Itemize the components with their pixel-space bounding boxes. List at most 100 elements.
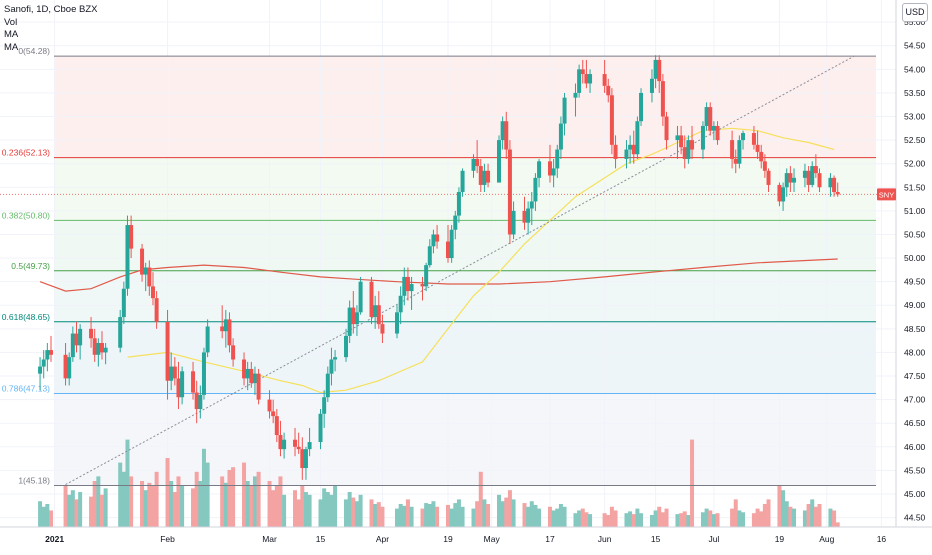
legend-ma-2: MA xyxy=(4,41,19,53)
currency-button[interactable]: USD xyxy=(902,3,928,22)
candle-body xyxy=(344,335,349,358)
candle-body xyxy=(99,342,104,353)
candle-body xyxy=(165,321,170,381)
fib-level-label: 1(45.18) xyxy=(18,475,50,485)
candle-body xyxy=(708,107,713,131)
candle-body xyxy=(96,342,101,355)
volume-bar xyxy=(686,515,691,527)
volume-bar xyxy=(143,490,148,527)
candle-body xyxy=(63,354,68,379)
candle-body xyxy=(733,158,738,164)
candle-body xyxy=(398,295,403,313)
candle-body xyxy=(675,135,680,141)
volume-bar xyxy=(580,508,585,527)
volume-bar xyxy=(788,506,793,527)
candle-body xyxy=(613,144,618,159)
legend-ma-1: MA xyxy=(4,29,19,40)
price-axis-tick: 52.00 xyxy=(904,159,926,169)
candle-body xyxy=(274,416,279,435)
candle-body xyxy=(103,347,108,353)
candle-body xyxy=(526,208,531,223)
price-axis-tick: 46.50 xyxy=(904,418,926,428)
candle-body xyxy=(810,166,815,185)
candle-body xyxy=(296,446,301,450)
candle-body xyxy=(777,184,782,202)
candle-body xyxy=(664,116,669,141)
candle-body xyxy=(431,234,436,247)
candle-body xyxy=(533,177,538,202)
volume-bar xyxy=(303,492,308,527)
fib-level-label: 0.382(50.80) xyxy=(2,210,50,220)
candle-body xyxy=(172,366,177,379)
volume-bar xyxy=(551,510,556,527)
volume-bar xyxy=(347,492,352,527)
candle-body xyxy=(45,350,50,360)
price-axis-tick: 52.50 xyxy=(904,135,926,145)
candle-body xyxy=(573,92,578,98)
volume-bar xyxy=(354,501,359,527)
candle-body xyxy=(679,135,684,148)
volume-bar xyxy=(781,490,786,527)
candle-body xyxy=(48,350,53,355)
candle-body xyxy=(624,149,629,159)
candle-body xyxy=(278,434,283,450)
price-axis-tick: 50.00 xyxy=(904,253,926,263)
candle-body xyxy=(191,371,196,393)
candle-body xyxy=(180,371,185,398)
candle-body xyxy=(456,192,461,216)
price-axis-tick: 44.50 xyxy=(904,513,926,523)
candle-body xyxy=(653,59,658,79)
volume-bar xyxy=(78,492,83,527)
volume-bar xyxy=(675,514,680,527)
volume-bar xyxy=(398,504,403,527)
candle-body xyxy=(529,201,534,209)
volume-bar xyxy=(180,485,185,527)
volume-bar xyxy=(500,501,505,527)
volume-bar xyxy=(507,490,512,527)
time-axis-tick: 2021 xyxy=(45,534,64,544)
trend-line xyxy=(65,54,857,485)
candle-body xyxy=(551,168,556,176)
volume-bar xyxy=(249,485,254,527)
candle-body xyxy=(704,107,709,126)
candle-body xyxy=(351,307,356,325)
volume-bar xyxy=(329,494,334,527)
volume-bar xyxy=(533,504,538,527)
candle-body xyxy=(762,161,767,171)
candle-body xyxy=(220,326,225,332)
candle-body xyxy=(730,140,735,159)
candle-body xyxy=(460,170,465,193)
volume-bar xyxy=(478,471,483,527)
candle-body xyxy=(198,394,203,410)
candle-body xyxy=(358,281,363,313)
volume-bar xyxy=(140,481,145,527)
candle-body xyxy=(67,357,72,379)
candle-body xyxy=(129,225,134,249)
candle-body xyxy=(380,324,385,334)
volume-bar xyxy=(704,508,709,527)
time-axis-tick: 15 xyxy=(651,534,661,544)
candle-body xyxy=(347,307,352,336)
volume-bar xyxy=(191,488,196,527)
price-axis-tick: 51.00 xyxy=(904,206,926,216)
volume-bar xyxy=(755,508,760,527)
volume-bar xyxy=(679,513,684,527)
volume-bar xyxy=(802,510,807,527)
candle-body xyxy=(92,338,97,355)
volume-bar xyxy=(223,482,228,527)
time-axis-tick: Jul xyxy=(708,534,719,544)
candle-body xyxy=(759,151,764,162)
volume-bar xyxy=(584,512,589,527)
candle-body xyxy=(245,368,250,379)
volume-bar xyxy=(733,499,738,527)
price-axis-tick: 48.00 xyxy=(904,347,926,357)
volume-bar xyxy=(547,506,552,527)
time-axis-tick: Apr xyxy=(376,534,389,544)
time-axis-tick: 15 xyxy=(316,534,326,544)
volume-bar xyxy=(38,501,43,527)
volume-bar xyxy=(282,494,287,527)
candle-body xyxy=(154,298,159,322)
volume-bar xyxy=(369,499,374,527)
